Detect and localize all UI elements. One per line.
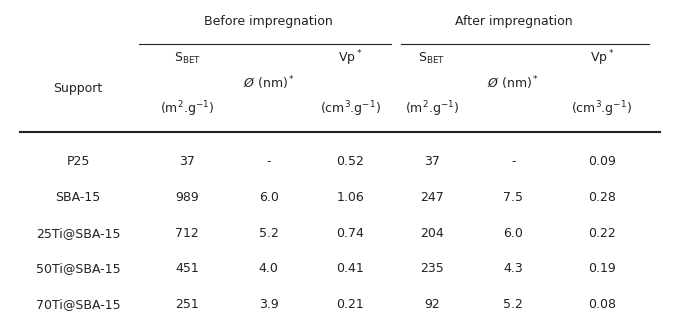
Text: 251: 251 <box>175 298 199 311</box>
Text: Support: Support <box>54 82 103 95</box>
Text: 451: 451 <box>175 262 199 275</box>
Text: 6.0: 6.0 <box>503 227 524 240</box>
Text: 0.22: 0.22 <box>588 227 615 240</box>
Text: (cm$^3$.g$^{-1}$): (cm$^3$.g$^{-1}$) <box>320 99 381 119</box>
Text: -: - <box>511 155 515 168</box>
Text: 0.28: 0.28 <box>588 191 615 204</box>
Text: 5.2: 5.2 <box>503 298 524 311</box>
Text: Vp$^*$: Vp$^*$ <box>590 49 614 68</box>
Text: Vp$^*$: Vp$^*$ <box>338 49 362 68</box>
Text: 0.41: 0.41 <box>337 262 364 275</box>
Text: 247: 247 <box>420 191 443 204</box>
Text: -: - <box>267 155 271 168</box>
Text: 25Ti@SBA-15: 25Ti@SBA-15 <box>36 227 120 240</box>
Text: 70Ti@SBA-15: 70Ti@SBA-15 <box>36 298 120 311</box>
Text: (m$^2$.g$^{-1}$): (m$^2$.g$^{-1}$) <box>160 99 214 119</box>
Text: (cm$^3$.g$^{-1}$): (cm$^3$.g$^{-1}$) <box>571 99 632 119</box>
Text: 37: 37 <box>179 155 195 168</box>
Text: 37: 37 <box>424 155 440 168</box>
Text: 4.3: 4.3 <box>503 262 524 275</box>
Text: 3.9: 3.9 <box>258 298 279 311</box>
Text: 0.21: 0.21 <box>337 298 364 311</box>
Text: 204: 204 <box>420 227 443 240</box>
Text: SBA-15: SBA-15 <box>56 191 101 204</box>
Text: 0.52: 0.52 <box>337 155 364 168</box>
Text: $\O$ (nm)$^*$: $\O$ (nm)$^*$ <box>488 74 539 92</box>
Text: 0.09: 0.09 <box>588 155 615 168</box>
Text: 50Ti@SBA-15: 50Ti@SBA-15 <box>36 262 120 275</box>
Text: S$_{\mathregular{BET}}$: S$_{\mathregular{BET}}$ <box>418 51 445 66</box>
Text: 5.2: 5.2 <box>258 227 279 240</box>
Text: $\O$ (nm)$^*$: $\O$ (nm)$^*$ <box>243 74 294 92</box>
Text: 7.5: 7.5 <box>503 191 524 204</box>
Text: 92: 92 <box>424 298 440 311</box>
Text: Before impregnation: Before impregnation <box>204 15 333 28</box>
Text: After impregnation: After impregnation <box>455 15 572 28</box>
Text: P25: P25 <box>67 155 90 168</box>
Text: 712: 712 <box>175 227 199 240</box>
Text: 989: 989 <box>175 191 199 204</box>
Text: (m$^2$.g$^{-1}$): (m$^2$.g$^{-1}$) <box>405 99 459 119</box>
Text: 4.0: 4.0 <box>258 262 279 275</box>
Text: 0.74: 0.74 <box>337 227 364 240</box>
Text: 235: 235 <box>420 262 443 275</box>
Text: 1.06: 1.06 <box>337 191 364 204</box>
Text: 6.0: 6.0 <box>258 191 279 204</box>
Text: 0.08: 0.08 <box>588 298 616 311</box>
Text: S$_{\mathregular{BET}}$: S$_{\mathregular{BET}}$ <box>173 51 201 66</box>
Text: 0.19: 0.19 <box>588 262 615 275</box>
